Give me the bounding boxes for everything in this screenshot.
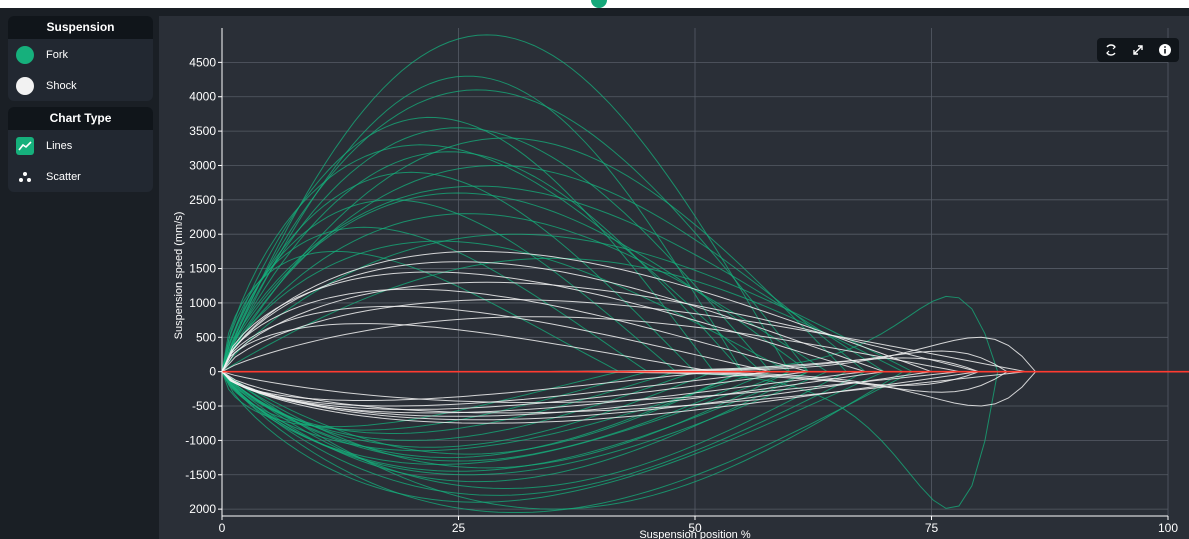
x-tick-label: 75	[925, 521, 939, 535]
y-tick-label: 2000	[189, 502, 216, 516]
x-axis-title: Suspension position %	[639, 529, 751, 539]
sidebar: Suspension Fork Shock Chart Type Lines	[8, 16, 153, 198]
scatter-label: Scatter	[46, 170, 81, 183]
y-tick-label: 4000	[189, 90, 216, 104]
fork-color-icon	[16, 45, 34, 64]
y-tick-label: 3000	[189, 158, 216, 172]
lines-label: Lines	[46, 139, 73, 152]
scatter-icon	[16, 168, 34, 186]
y-tick-label: 1000	[189, 296, 216, 310]
y-axis-title: Suspension speed (mm/s)	[173, 212, 185, 340]
y-tick-label: 0	[209, 365, 216, 379]
grid-lines	[221, 28, 1169, 516]
shock-label: Shock	[46, 79, 77, 92]
y-tick-label: 1500	[189, 262, 216, 276]
fork-series	[221, 34, 999, 513]
chart-area[interactable]: 4500 4000 3500 3000 2500 2000 1500 1000 500 0 -500…	[159, 16, 1189, 539]
expand-icon[interactable]	[1130, 42, 1146, 58]
x-tick-label: 25	[452, 521, 466, 535]
y-tick-label: 2500	[189, 193, 216, 207]
top-handle-dot[interactable]	[591, 0, 607, 8]
shock-trace	[221, 305, 771, 407]
shock-color-icon	[16, 76, 34, 95]
info-icon[interactable]	[1157, 42, 1173, 58]
fork-trace	[221, 144, 763, 452]
chart-type-item-lines[interactable]: Lines	[8, 130, 153, 161]
suspension-item-fork[interactable]: Fork	[8, 39, 153, 70]
chart-type-panel: Chart Type Lines Scatter	[8, 107, 153, 192]
fork-label: Fork	[46, 48, 68, 61]
line-chart-icon	[16, 136, 34, 155]
x-tick-label: 100	[1158, 521, 1178, 535]
top-strip	[0, 0, 1189, 8]
y-tick-label: 2000	[189, 227, 216, 241]
suspension-item-shock[interactable]: Shock	[8, 70, 153, 101]
shock-trace	[221, 323, 714, 401]
chart-toolbar	[1097, 38, 1179, 62]
y-tick-label: 4500	[189, 55, 216, 69]
x-tick-label: 0	[219, 521, 226, 535]
app-container: Suspension Fork Shock Chart Type Lines	[0, 8, 1189, 539]
y-tick-label: -500	[192, 399, 216, 413]
suspension-panel: Suspension Fork Shock	[8, 16, 153, 101]
y-tick-label: 500	[196, 330, 216, 344]
suspension-panel-header: Suspension	[8, 16, 153, 39]
y-tick-label: 3500	[189, 124, 216, 138]
y-tick-label: -1500	[185, 468, 216, 482]
y-tick-label: -1000	[185, 433, 216, 447]
chart-type-panel-header: Chart Type	[8, 107, 153, 130]
suspension-chart[interactable]: 450040003500300025002000150010005000-500…	[159, 16, 1189, 539]
fork-trace	[221, 240, 791, 466]
chart-type-item-scatter[interactable]: Scatter	[8, 161, 153, 192]
reset-zoom-icon[interactable]	[1103, 42, 1119, 58]
x-tick-label: 50	[688, 521, 702, 535]
